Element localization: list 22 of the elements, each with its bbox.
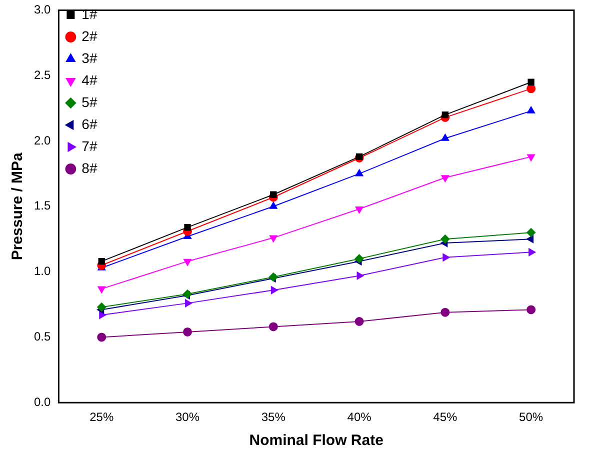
x-tick-label: 30% (175, 410, 200, 424)
x-tick-label: 50% (519, 410, 544, 424)
y-tick-label: 3.0 (34, 2, 51, 17)
x-tick-label: 25% (90, 410, 114, 424)
x-tick-label: 45% (433, 410, 458, 424)
y-axis-title: Pressure / MPa (9, 152, 26, 260)
y-tick-label: 1.0 (34, 264, 51, 278)
legend-label: 4# (82, 72, 98, 88)
legend-label: 8# (82, 160, 98, 176)
legend-label: 2# (82, 28, 98, 44)
y-tick-label: 0.5 (34, 330, 51, 344)
legend-label: 3# (82, 50, 98, 66)
y-tick-label: 2.0 (34, 133, 51, 148)
legend-label: 6# (82, 116, 98, 132)
y-tick-label: 0.0 (34, 394, 51, 409)
legend-label: 5# (82, 94, 98, 110)
legend-label: 7# (82, 138, 98, 154)
y-tick-label: 2.5 (34, 68, 51, 82)
x-axis-title: Nominal Flow Rate (249, 432, 384, 450)
x-tick-label: 35% (261, 410, 286, 424)
y-tick-label: 1.5 (34, 198, 51, 213)
x-tick-label: 40% (347, 410, 372, 424)
